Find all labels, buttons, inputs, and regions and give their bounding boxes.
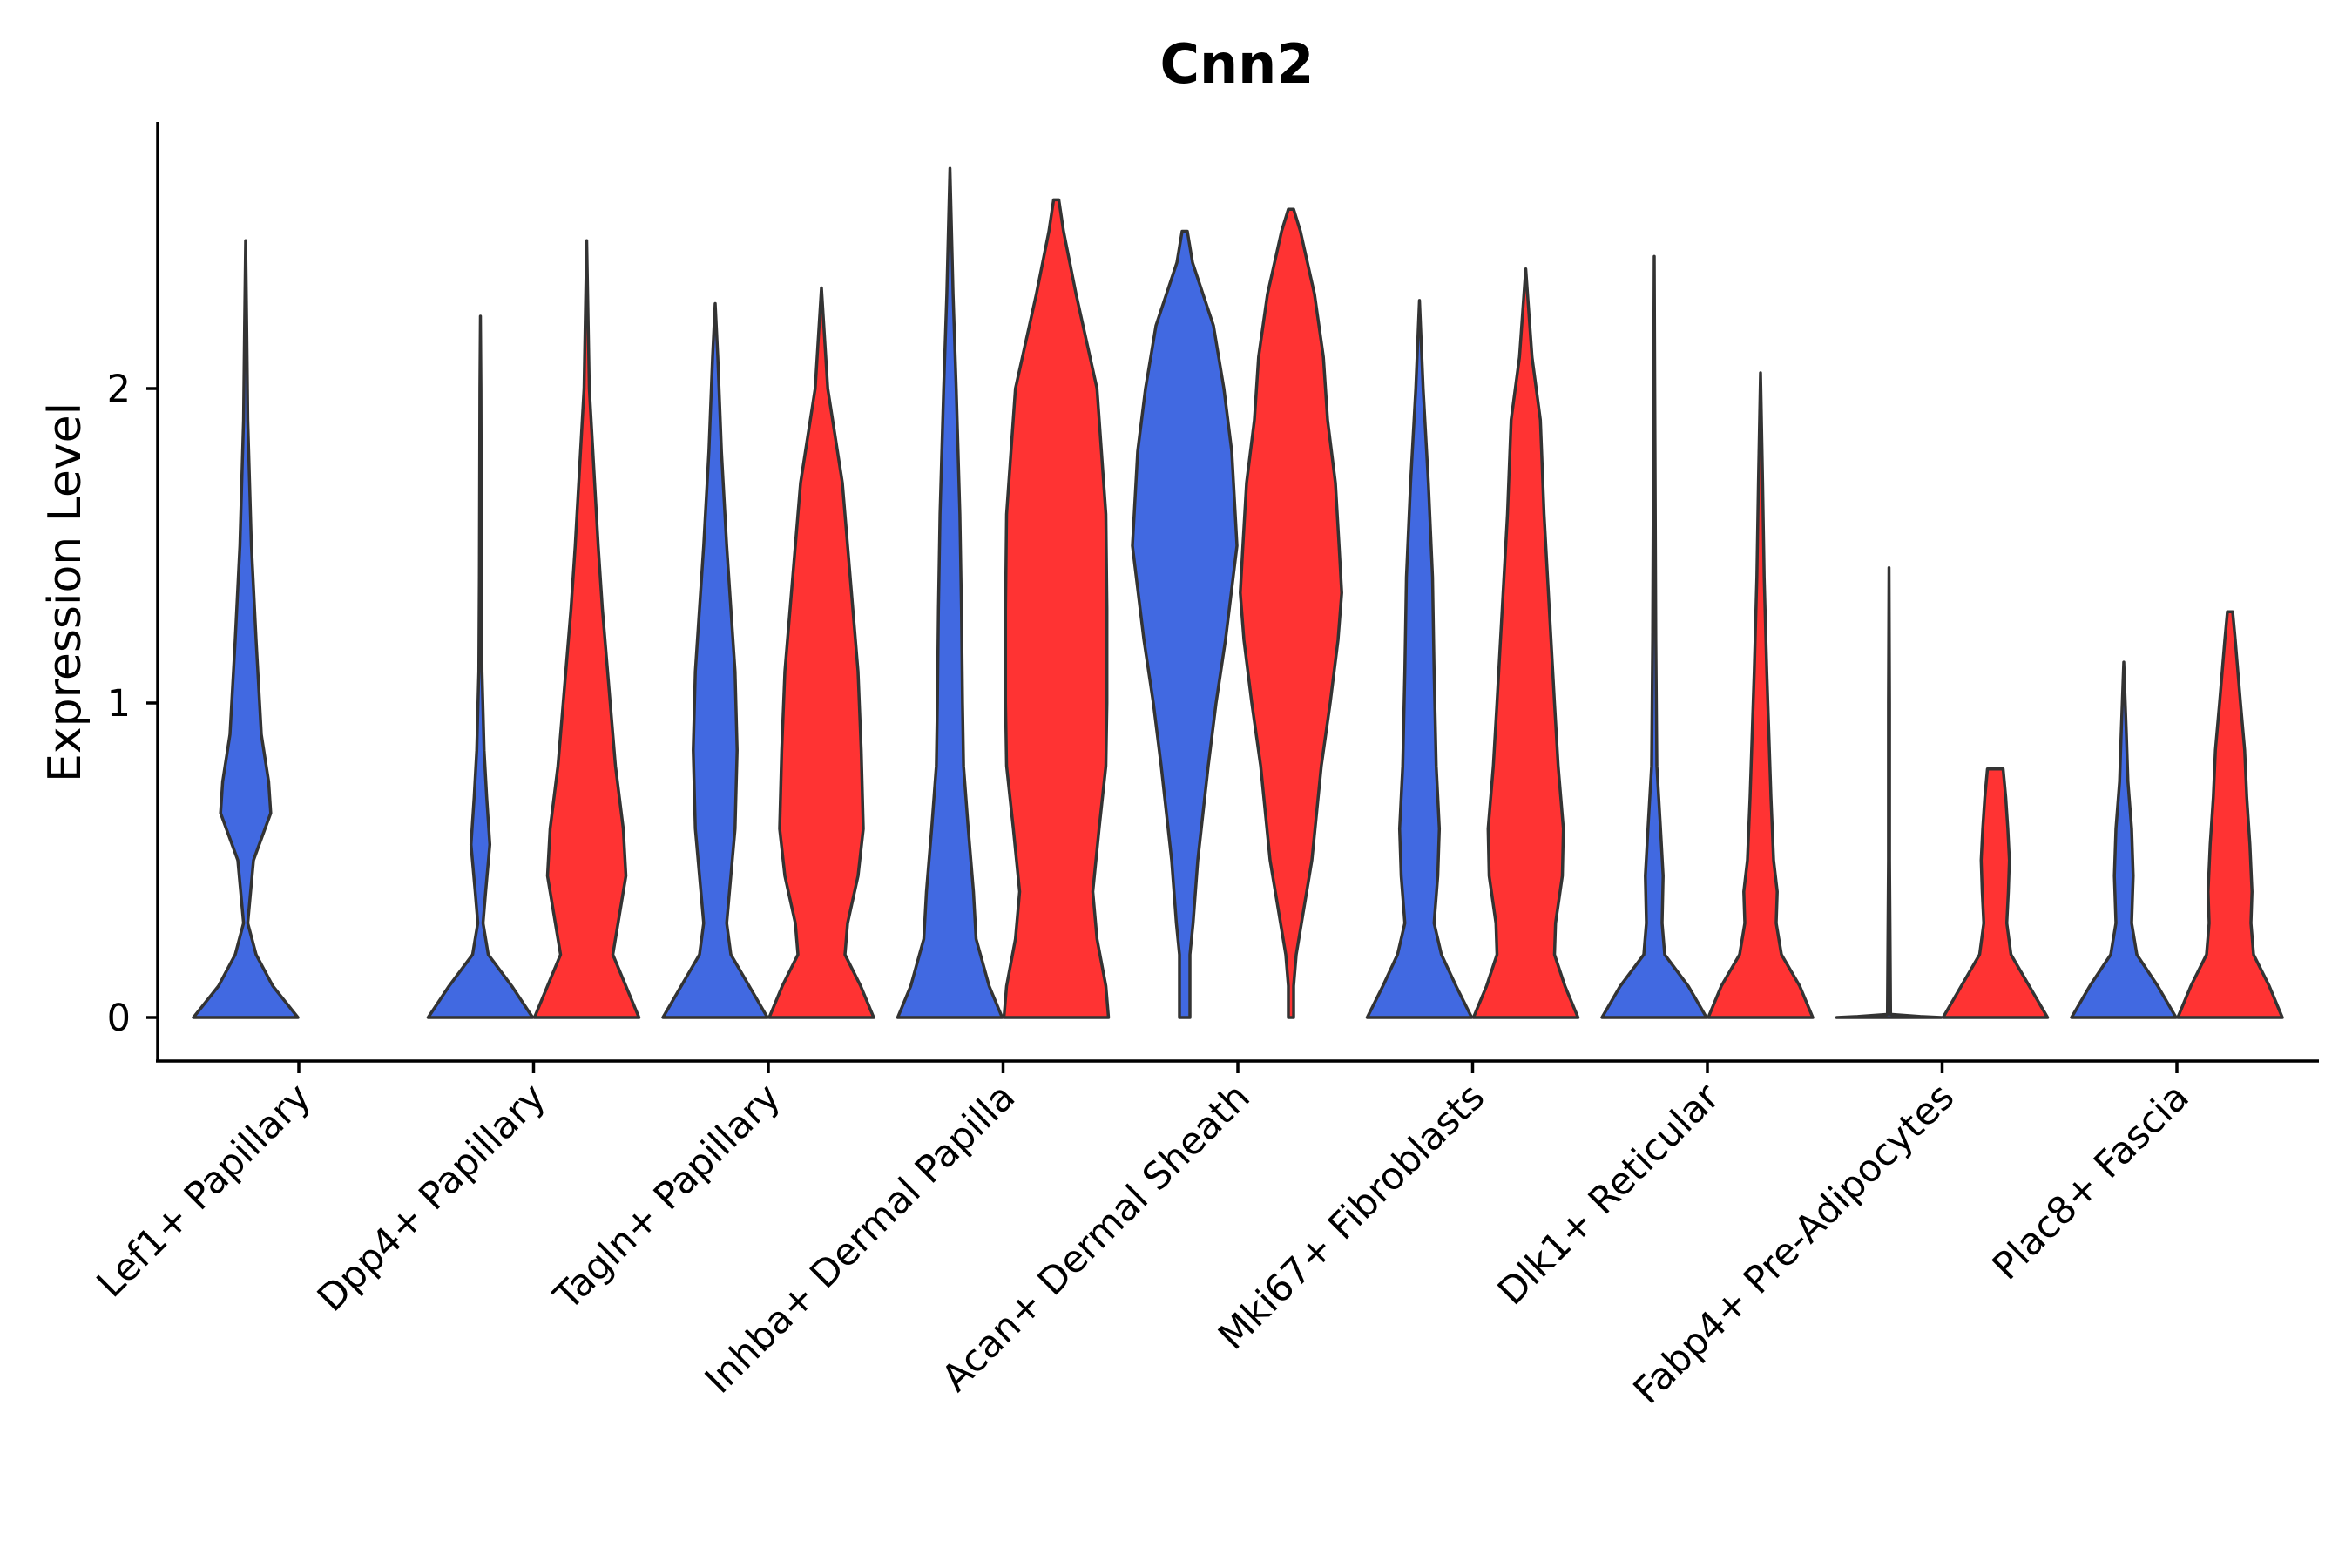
x-tick-label-mki67-fibroblasts: Mki67+ Fibroblasts	[1210, 1075, 1493, 1358]
violin-fabp4-pre-adipocytes-group2	[1941, 767, 2050, 1019]
violin-dpp4-papillary-group2	[532, 239, 641, 1019]
y-tick-label-1: 1	[107, 682, 131, 726]
y-ticks: 0 1 2	[107, 368, 158, 1040]
violin-tagln-papillary-group2	[767, 286, 875, 1019]
violin-mki67-fibroblasts-group2	[1471, 267, 1580, 1019]
violin-acan-dermal-sheath-group2	[1239, 207, 1343, 1019]
violin-tagln-papillary-group1	[661, 301, 769, 1019]
x-tick-label-tagln-papillary: Tagln+ Papillary	[545, 1075, 789, 1319]
chart-title: Cnn2	[1160, 32, 1315, 96]
violin-inhba-dermal-papilla-group2	[1002, 198, 1111, 1019]
x-tick-label-dlk1-reticular: Dlk1+ Reticular	[1490, 1075, 1728, 1314]
y-axis-label: Expression Level	[39, 402, 91, 782]
violin-dlk1-reticular-group1	[1600, 254, 1708, 1019]
violin-dpp4-papillary-group1	[426, 314, 535, 1019]
x-tick-label-dpp4-papillary: Dpp4+ Papillary	[309, 1075, 554, 1320]
y-tick-label-0: 0	[107, 997, 131, 1040]
violin-acan-dermal-sheath-group1	[1131, 229, 1239, 1019]
violin-plac8-fascia-group2	[2176, 610, 2284, 1019]
x-tick-label-lef1-papillary: Lef1+ Papillary	[89, 1075, 320, 1306]
violin-fabp4-pre-adipocytes-group1	[1835, 566, 1943, 1019]
violin-mki67-fibroblasts-group1	[1365, 299, 1474, 1019]
violin-lef1-papillary-group1	[192, 239, 300, 1019]
violin-layer	[192, 166, 2284, 1019]
x-tick-label-plac8-fascia: Plac8+ Fascia	[1984, 1075, 2198, 1288]
violin-dlk1-reticular-group2	[1707, 371, 1815, 1019]
violin-inhba-dermal-papilla-group1	[896, 166, 1004, 1019]
violin-plac8-fascia-group1	[2070, 660, 2178, 1019]
y-tick-label-2: 2	[107, 368, 131, 411]
